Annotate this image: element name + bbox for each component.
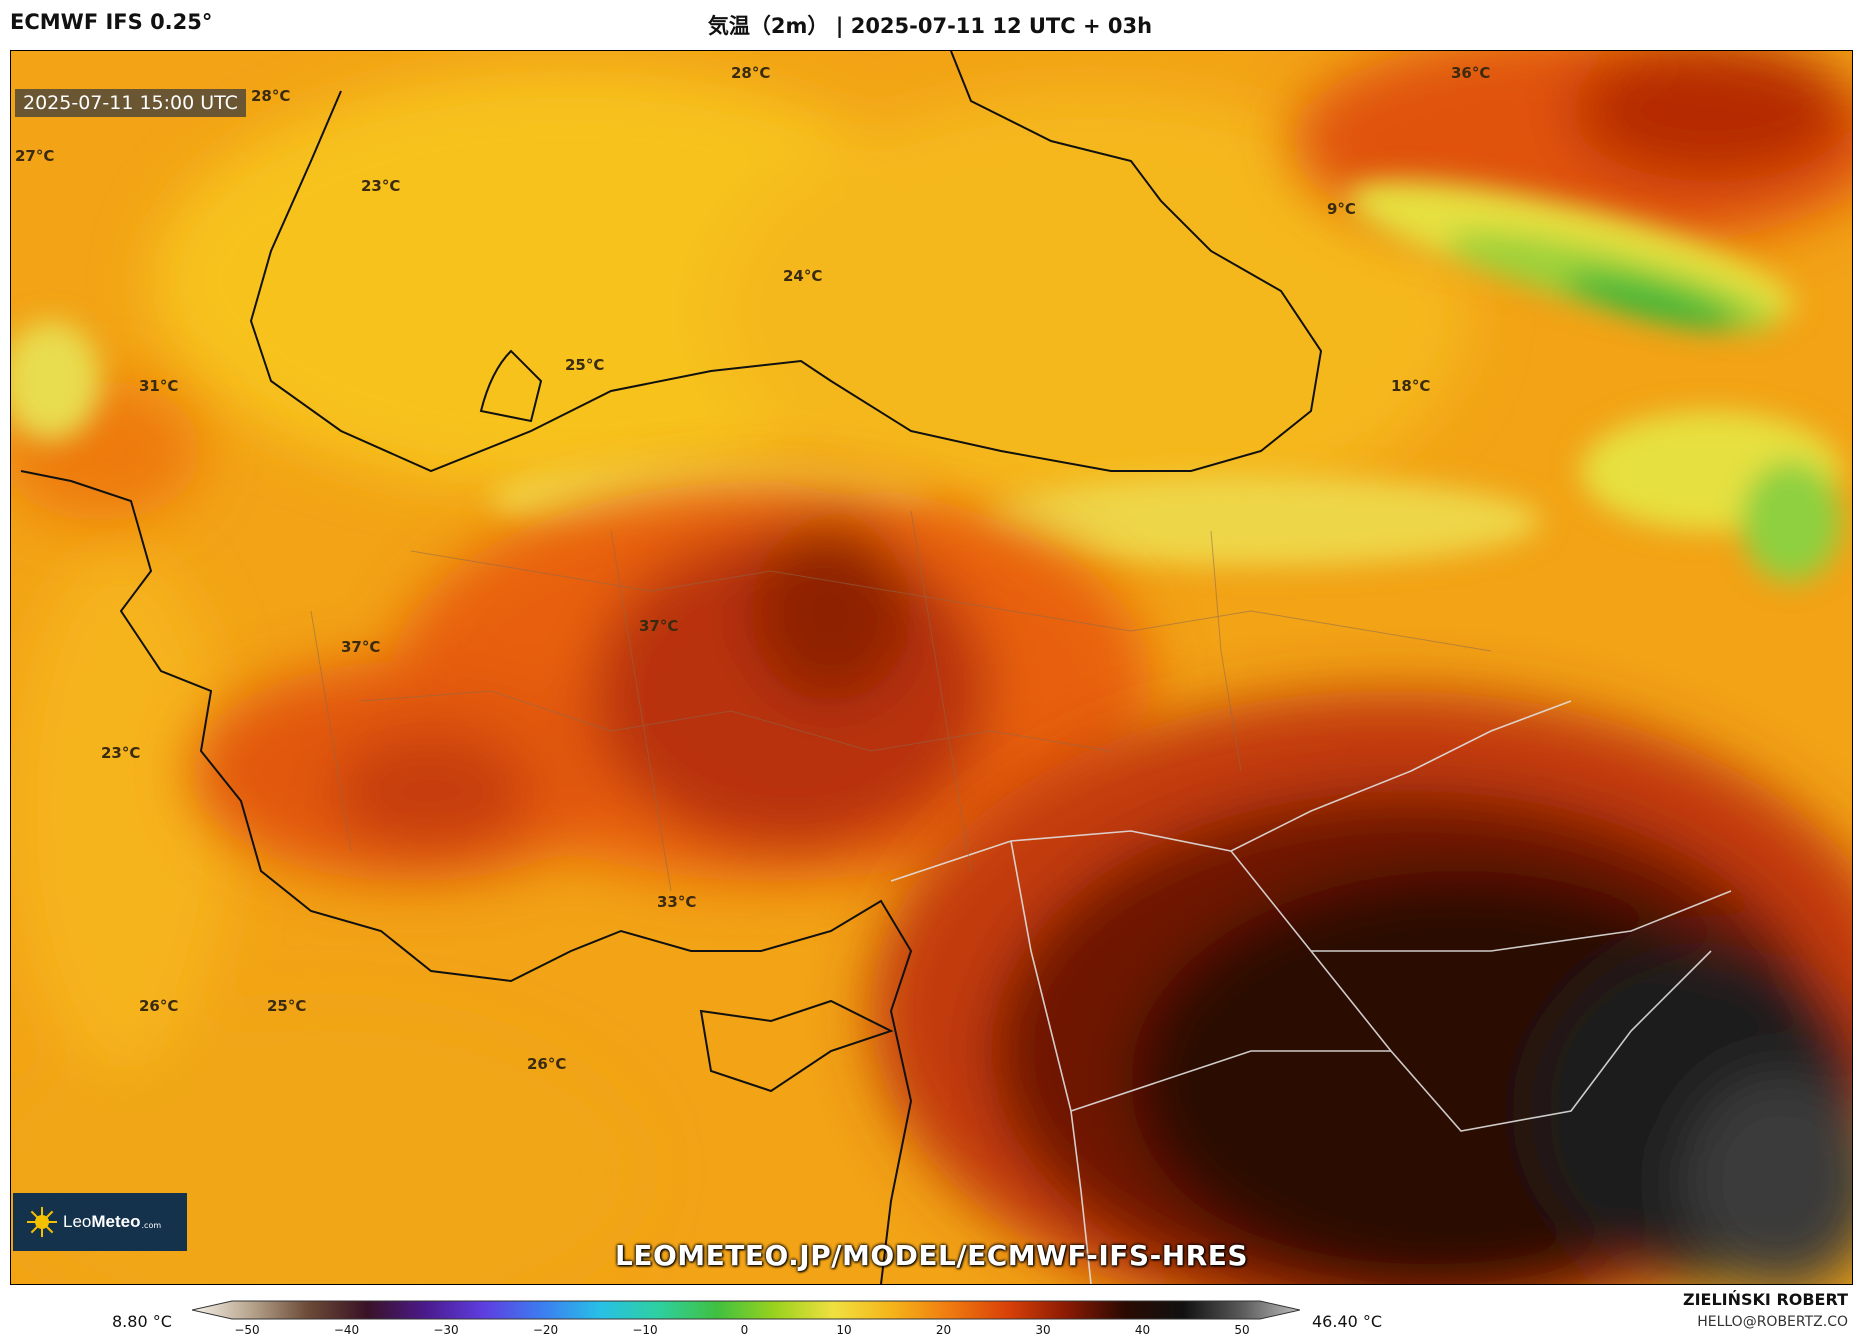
colorbar-tick-label: 20 [935,1323,952,1337]
colorbar-ticks: −50 −40 −30 −20 −10 0 10 20 30 40 50 [192,1323,1300,1339]
temperature-field [11,51,1852,1284]
temp-label: 23°C [101,744,141,762]
temp-label: 24°C [783,267,823,285]
author-email[interactable]: HELLO@ROBERTZ.CO [1697,1314,1848,1330]
model-name: ECMWF IFS 0.25° [10,10,213,34]
author-credit: ZIELIŃSKI ROBERT [1682,1290,1848,1309]
colorbar-tick-label: 40 [1134,1323,1151,1337]
sun-icon [27,1207,57,1237]
temp-label: 37°C [341,638,381,656]
temp-label: 18°C [1391,377,1431,395]
temp-label: 28°C [731,64,771,82]
colorbar-max-label: 46.40 °C [1312,1312,1383,1331]
colorbar-tick-label: 10 [836,1323,852,1337]
temp-label: 9°C [1327,200,1356,218]
leometeo-logo[interactable]: LeoMeteo .com [13,1193,187,1251]
colorbar-min-label: 8.80 °C [112,1312,172,1331]
colorbar-tick-label: 0 [740,1323,749,1337]
logo-text: LeoMeteo [63,1212,141,1231]
logo-domain: .com [141,1220,162,1230]
colorbar [192,1300,1300,1320]
temp-label: 33°C [657,893,697,911]
colorbar-tick-label: −30 [433,1323,459,1337]
colorbar-tick-label: 50 [1234,1323,1250,1337]
temp-label: 26°C [527,1055,567,1073]
valid-time-badge: 2025-07-11 15:00 UTC [15,89,246,117]
temp-label: 23°C [361,177,401,195]
temp-label: 36°C [1451,64,1491,82]
temp-label: 31°C [139,377,179,395]
temp-label: 37°C [639,617,679,635]
colorbar-tick-label: −40 [333,1323,360,1337]
colorbar-tick-label: −10 [632,1323,658,1337]
temp-label: 27°C [15,147,55,165]
temp-label: 25°C [267,997,307,1015]
colorbar-tick-label: −20 [532,1323,559,1337]
temp-label: 28°C [251,87,291,105]
map-title: 気温（2m） | 2025-07-11 12 UTC + 03h [707,14,1153,38]
colorbar-tick-label: 30 [1035,1323,1051,1337]
source-watermark: LEOMETEO.JP/MODEL/ECMWF-IFS-HRES [614,1239,1248,1272]
temperature-map[interactable]: 2025-07-11 15:00 UTC 28°C 28°C 36°C 27°C… [10,50,1853,1285]
temp-label: 25°C [565,356,605,374]
temp-label: 26°C [139,997,179,1015]
colorbar-tick-label: −50 [234,1323,260,1337]
